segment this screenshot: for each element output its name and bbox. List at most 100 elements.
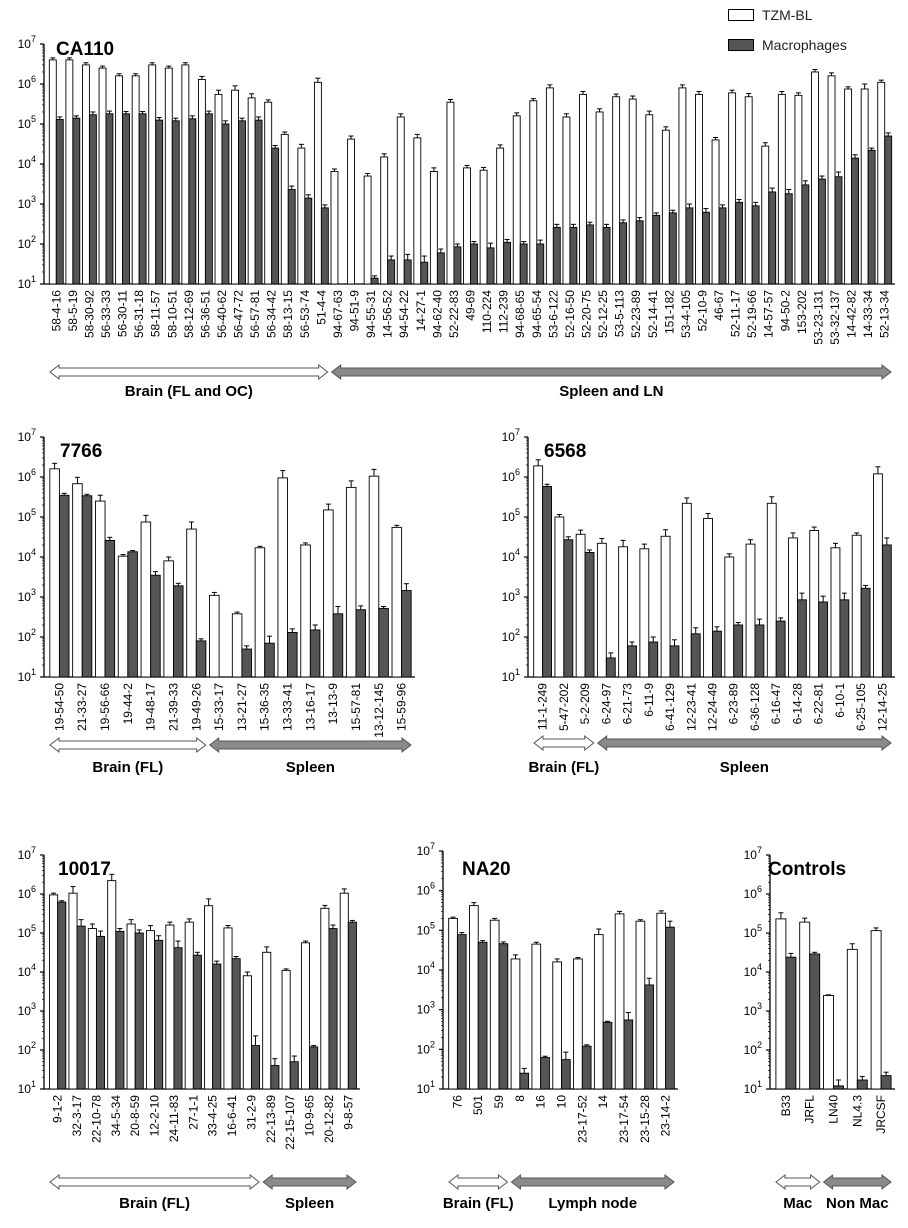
x-tick-label: 16-6-41: [225, 1095, 239, 1137]
bar-tzm: [775, 918, 787, 1090]
y-tick-label: 102: [417, 1039, 435, 1056]
x-tick-label: 23-17-52: [575, 1095, 589, 1143]
bar-mac: [486, 247, 495, 285]
y-tick-label: 106: [744, 884, 762, 901]
bar-mac: [127, 551, 138, 678]
panel-6568: 101 102 103 104 105 106 107 6568 11-1-249 5-47-20…: [502, 427, 895, 776]
x-tick-label: 58-10-51: [165, 290, 179, 338]
bar-mac: [569, 226, 578, 285]
x-tick-label: 46-67: [712, 290, 726, 321]
bar-mac: [370, 277, 379, 285]
bar-mac: [563, 539, 574, 678]
x-tick-label: 501: [471, 1095, 485, 1115]
y-tick-label: 102: [744, 1040, 762, 1057]
y-tick-label: 104: [502, 547, 520, 564]
bar-mac: [540, 1057, 550, 1090]
x-tick-label: NL4.3: [850, 1095, 864, 1127]
x-tick-label: 52-22-83: [447, 290, 461, 338]
bar-mac: [122, 113, 130, 285]
bar-tzm: [695, 93, 703, 285]
bar-tzm: [593, 934, 604, 1090]
bar-tzm: [396, 116, 405, 285]
bar-tzm: [844, 88, 853, 285]
group-label: Lymph node: [548, 1195, 637, 1212]
bar-tzm: [446, 101, 455, 285]
bar-mac: [648, 641, 659, 678]
bar-tzm: [281, 969, 291, 1090]
bar-tzm: [766, 502, 777, 678]
y-tick-label: 106: [417, 881, 435, 898]
x-tick-label: 56-47-72: [232, 290, 246, 338]
x-tick-label: 58-11-57: [149, 290, 163, 337]
bar-mac: [105, 113, 114, 285]
x-tick-label: 16: [534, 1095, 548, 1109]
bar-tzm: [799, 921, 811, 1090]
bar-mac: [57, 901, 67, 1090]
bar-mac: [155, 119, 164, 285]
x-tick-label: 52-14-41: [646, 290, 660, 338]
x-tick-label: 9-1-2: [51, 1095, 65, 1123]
bar-mac: [851, 157, 859, 285]
chart-title: 7766: [60, 441, 102, 462]
x-tick-label: 94-67-63: [331, 290, 345, 338]
chart-title: 6568: [544, 441, 586, 462]
y-tick-label: 105: [502, 507, 520, 524]
bar-mac: [150, 574, 161, 678]
bar-tzm: [811, 71, 819, 285]
x-tick-label: 153-202: [795, 290, 809, 334]
bar-mac: [355, 609, 367, 678]
x-tick-label: 13-13-9: [326, 683, 340, 725]
bar-mac: [477, 941, 488, 1090]
chart-title: 10017: [58, 859, 111, 880]
bar-mac: [561, 1059, 571, 1090]
bar-tzm: [794, 94, 803, 285]
bar-mac: [581, 1045, 592, 1090]
bar-mac: [690, 633, 701, 678]
y-tick-label: 103: [744, 1001, 762, 1018]
bar-mac: [503, 241, 512, 285]
group-arrow: [448, 1173, 509, 1191]
x-tick-label: 20-8-59: [128, 1095, 142, 1137]
x-tick-label: 32-3-17: [70, 1095, 84, 1137]
bar-tzm: [545, 87, 554, 285]
bar-mac: [775, 620, 786, 678]
bar-tzm: [68, 892, 78, 1090]
bar-tzm: [214, 93, 223, 285]
bar-mac: [718, 207, 727, 285]
x-tick-label: 52-11-17: [729, 290, 743, 337]
y-tick-label: 107: [744, 845, 762, 862]
x-tick-label: 11-1-249: [536, 683, 550, 730]
bar-tzm: [552, 961, 562, 1090]
bar-mac: [173, 585, 184, 678]
bar-mac: [238, 120, 246, 285]
chart-title: NA20: [462, 859, 511, 880]
bar-tzm: [851, 534, 862, 678]
bar-tzm: [827, 75, 836, 285]
bar-mac: [833, 1085, 844, 1090]
bar-mac: [519, 243, 528, 285]
bar-tzm: [380, 156, 389, 285]
bar-tzm: [448, 917, 458, 1090]
bar-tzm: [788, 537, 798, 678]
x-tick-label: 56-36-51: [198, 290, 212, 338]
x-tick-label: 6-36-128: [748, 683, 762, 731]
bar-tzm: [231, 613, 243, 678]
bar-mac: [309, 629, 321, 678]
bar-mac: [212, 963, 222, 1090]
bar-tzm: [181, 64, 190, 285]
bar-tzm: [242, 975, 252, 1090]
bar-mac: [536, 243, 545, 285]
x-tick-label: 13-33-41: [281, 683, 295, 731]
bar-tzm: [579, 93, 587, 285]
bar-tzm: [656, 912, 667, 1090]
x-tick-label: 52-16-50: [563, 290, 577, 338]
bar-mac: [287, 631, 298, 678]
bar-tzm: [330, 171, 339, 285]
x-tick-label: 8: [513, 1095, 527, 1102]
bar-tzm: [223, 927, 233, 1090]
panel-7766: 101 102 103 104 105 106 107 7766 19-54-50 21-33-2…: [18, 427, 415, 776]
x-tick-label: 13-16-17: [303, 683, 317, 731]
y-tick-label: 106: [18, 74, 36, 91]
x-tick-label: 151-182: [662, 290, 676, 334]
bar-mac: [818, 601, 829, 678]
